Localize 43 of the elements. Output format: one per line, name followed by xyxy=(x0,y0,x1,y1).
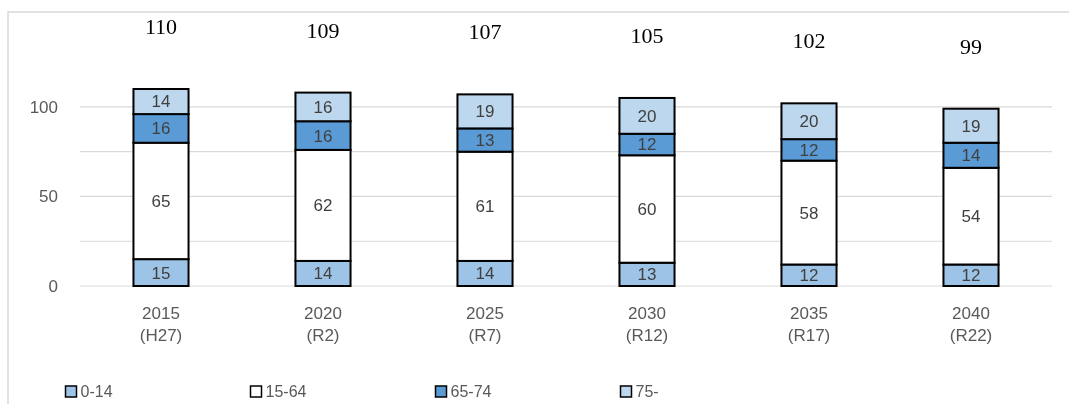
data-label: 19 xyxy=(475,102,495,122)
x-tick-label: 2015 (H27) xyxy=(139,304,183,345)
data-label: 58 xyxy=(799,203,819,223)
total-label: 109 xyxy=(306,17,340,43)
data-label: 12 xyxy=(961,266,981,286)
total-label: 99 xyxy=(960,33,982,59)
x-tick-label: 2025 (R7) xyxy=(466,304,504,345)
data-label: 14 xyxy=(475,264,495,284)
data-label: 54 xyxy=(961,207,981,227)
data-label: 12 xyxy=(799,266,819,286)
data-label: 12 xyxy=(799,140,819,160)
data-label: 16 xyxy=(313,97,333,117)
x-tick-label: 2030 (R12) xyxy=(625,304,669,345)
data-label: 14 xyxy=(313,264,333,284)
legend-label: 75- xyxy=(635,383,659,400)
data-label: 14 xyxy=(961,146,981,166)
x-tick-label: 2040 (R22) xyxy=(949,304,993,345)
data-label: 16 xyxy=(151,119,171,139)
data-label: 65 xyxy=(151,191,171,211)
data-label: 20 xyxy=(637,106,657,126)
data-label: 14 xyxy=(151,92,171,112)
data-label: 20 xyxy=(799,112,819,132)
data-label: 13 xyxy=(637,265,657,285)
data-label: 19 xyxy=(961,116,981,136)
data-label: 60 xyxy=(637,199,657,219)
y-tick-label: 50 xyxy=(39,187,58,207)
x-tick-label: 2035 (R17) xyxy=(787,304,831,345)
data-label: 12 xyxy=(637,135,657,155)
data-label: 13 xyxy=(475,131,495,150)
total-label: 105 xyxy=(630,22,664,48)
legend-label: 15-64 xyxy=(265,383,307,400)
y-tick-label: 0 xyxy=(48,276,58,296)
total-label: 107 xyxy=(468,19,502,45)
x-tick-label: 2020 (R2) xyxy=(304,304,342,345)
legend-label: 65-74 xyxy=(450,383,492,400)
legend-label: 0-14 xyxy=(80,383,113,400)
y-tick-label: 100 xyxy=(29,97,58,117)
data-label: 15 xyxy=(151,263,171,283)
total-label: 102 xyxy=(792,28,826,54)
data-label: 62 xyxy=(313,196,333,216)
data-label: 16 xyxy=(313,126,333,146)
total-label: 110 xyxy=(144,14,178,40)
data-label: 61 xyxy=(475,197,495,217)
